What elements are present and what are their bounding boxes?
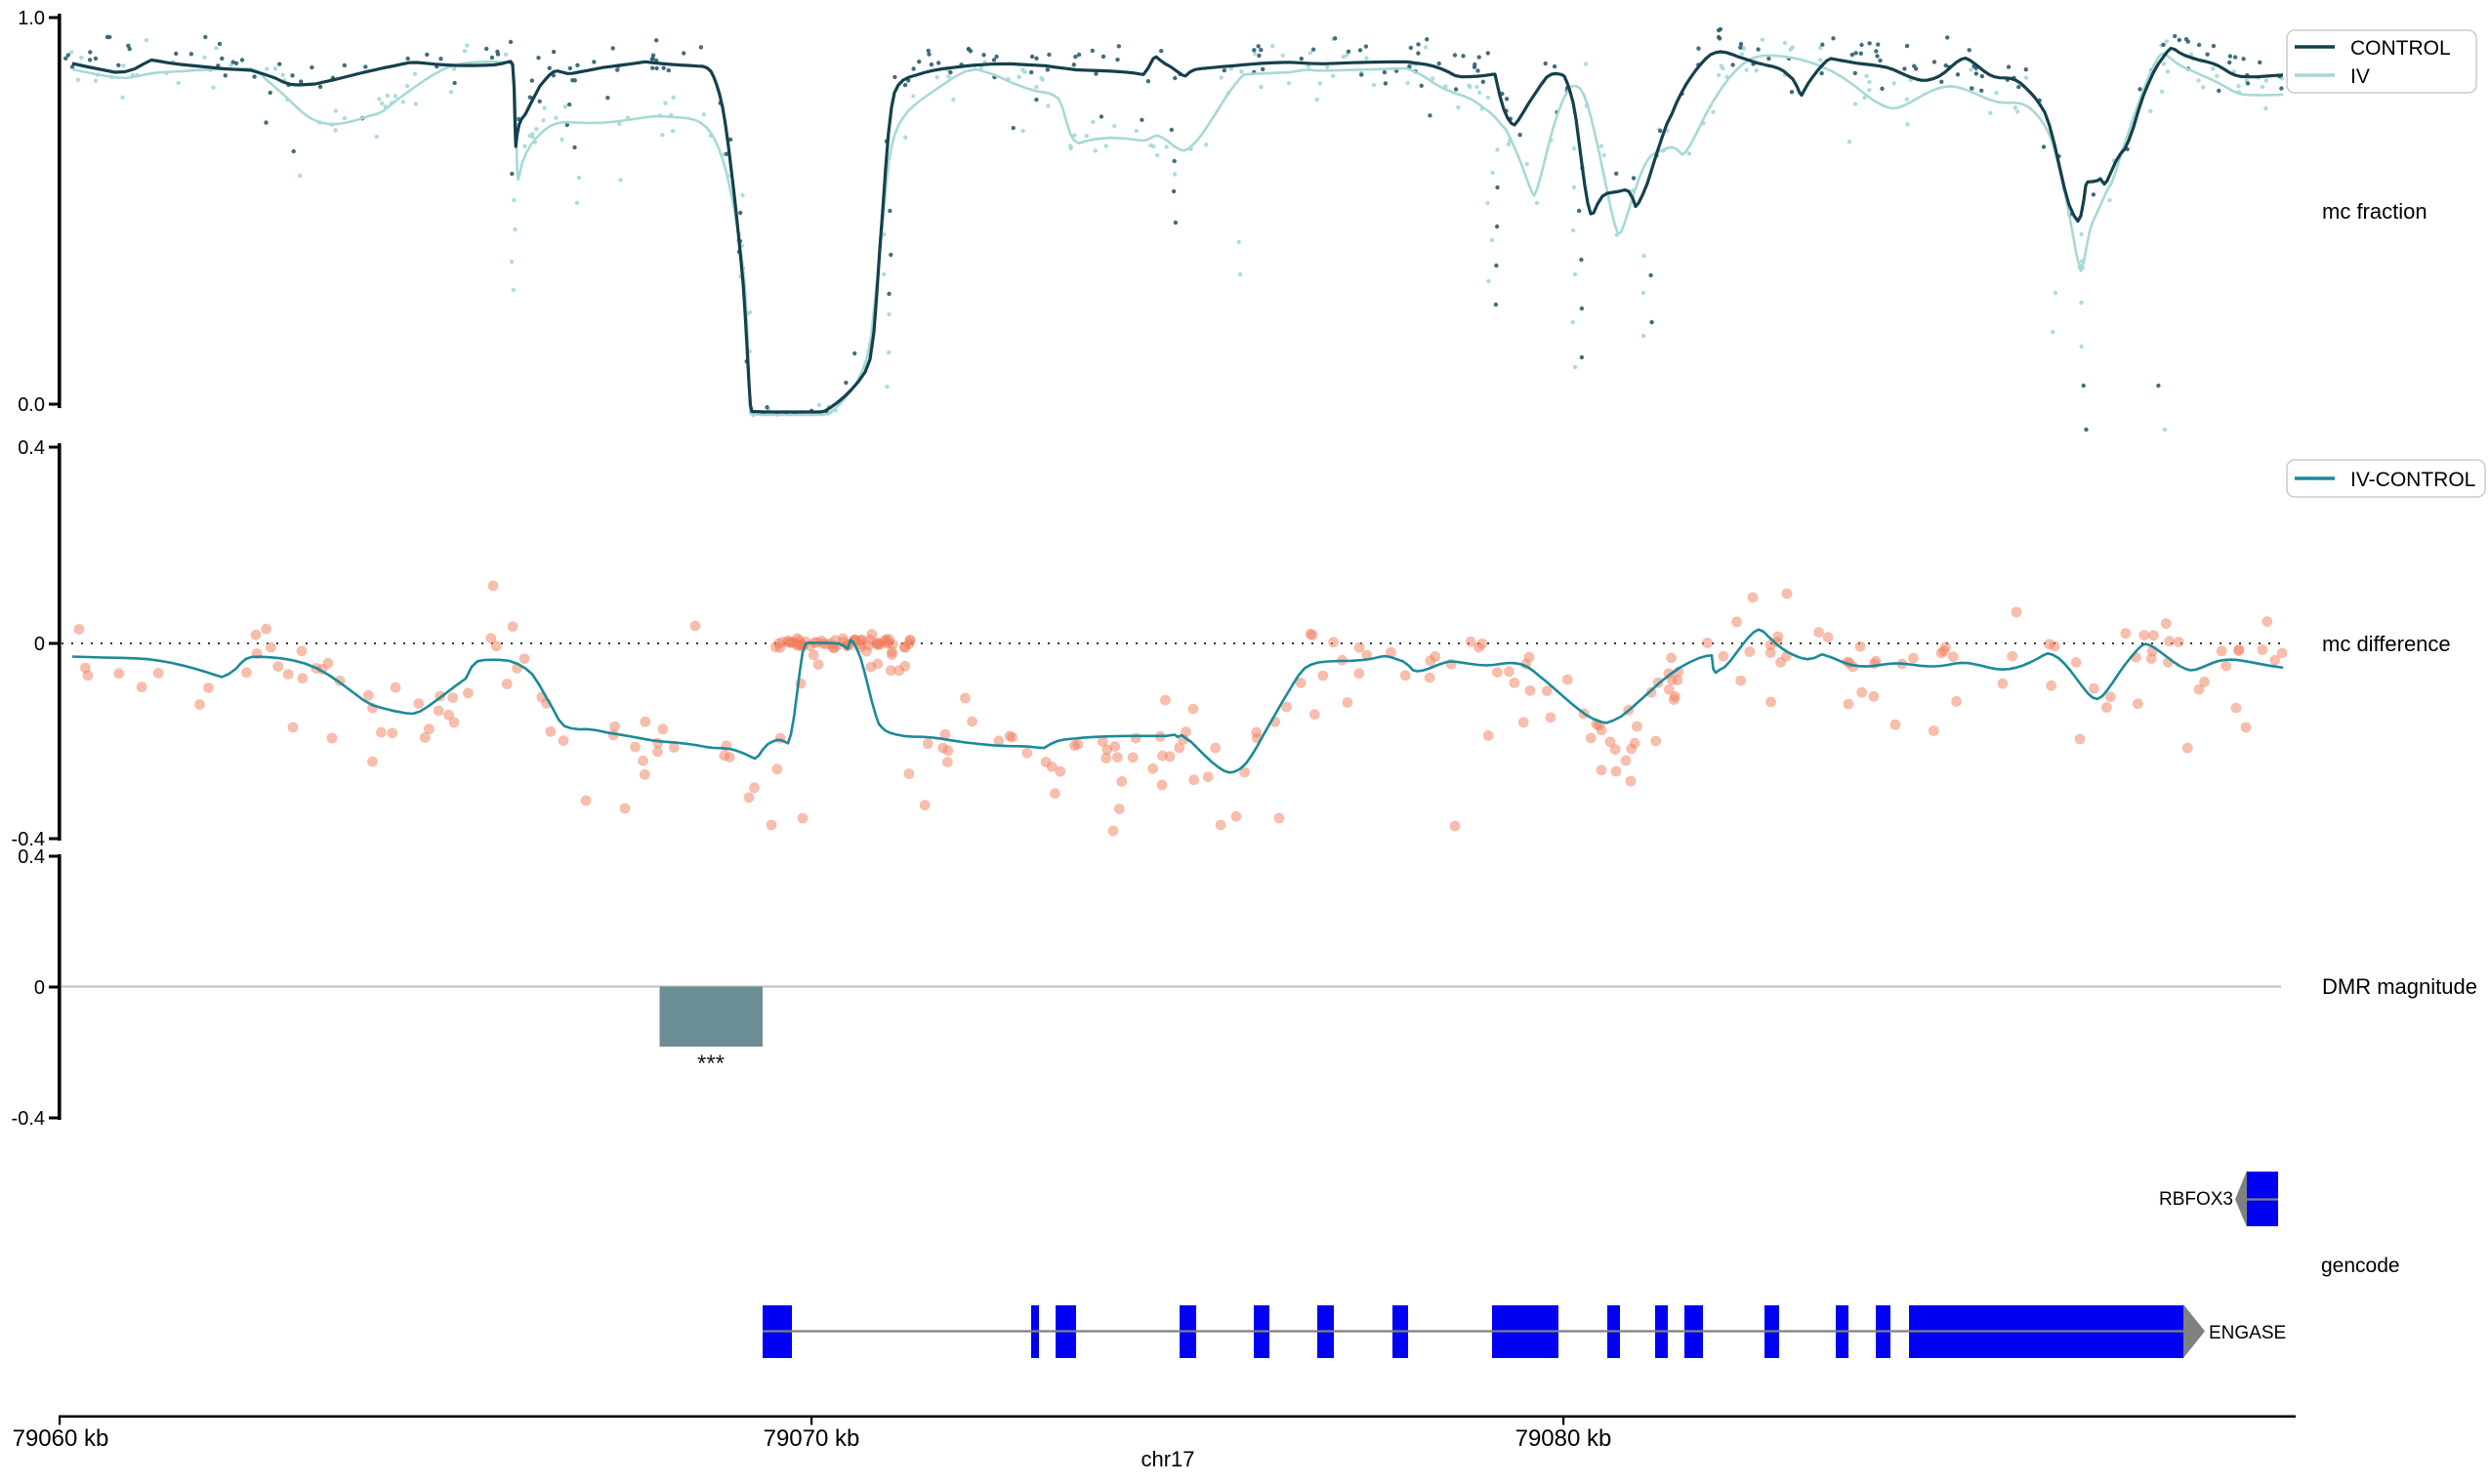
svg-text:IV: IV (2350, 65, 2370, 88)
svg-text:1.0: 1.0 (18, 8, 45, 29)
svg-text:RBFOX3: RBFOX3 (2159, 1189, 2233, 1210)
svg-text:CONTROL: CONTROL (2350, 37, 2451, 60)
svg-text:-0.4: -0.4 (12, 829, 45, 850)
svg-text:0.4: 0.4 (18, 846, 45, 868)
svg-text:0: 0 (34, 634, 45, 655)
svg-text:79060 kb: 79060 kb (13, 1425, 109, 1452)
svg-text:IV-CONTROL: IV-CONTROL (2350, 469, 2475, 491)
svg-text:***: *** (697, 1051, 725, 1077)
svg-text:DMR magnitude: DMR magnitude (2322, 974, 2477, 999)
svg-text:gencode: gencode (2321, 1255, 2400, 1277)
svg-text:mc difference: mc difference (2322, 632, 2451, 656)
svg-text:0.0: 0.0 (18, 394, 45, 416)
svg-text:0: 0 (34, 977, 45, 999)
svg-text:ENGASE: ENGASE (2209, 1323, 2286, 1343)
svg-text:-0.4: -0.4 (12, 1108, 45, 1130)
svg-text:mc fraction: mc fraction (2322, 199, 2428, 224)
svg-text:79080 kb: 79080 kb (1515, 1425, 1612, 1452)
svg-text:0.4: 0.4 (18, 437, 45, 459)
svg-text:79070 kb: 79070 kb (764, 1425, 860, 1452)
svg-text:chr17: chr17 (1141, 1447, 1194, 1471)
